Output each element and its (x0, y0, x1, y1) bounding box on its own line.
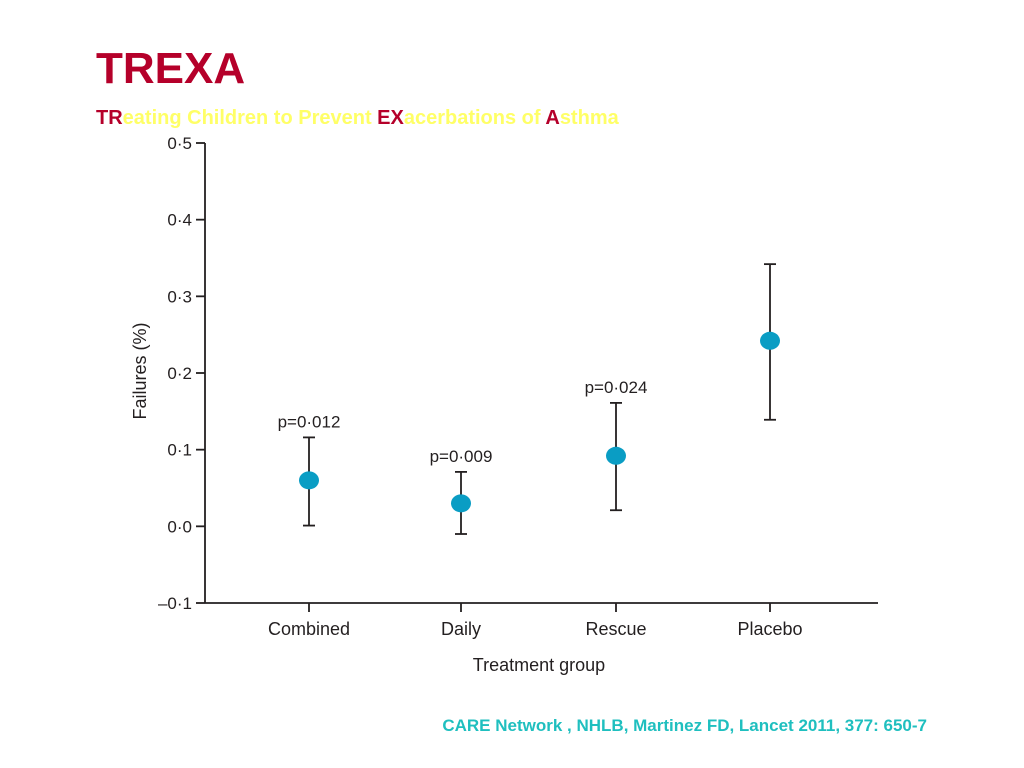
subtitle-text: sthma (559, 107, 619, 129)
y-tick-label: 0·5 (167, 134, 192, 153)
subtitle-text: acerbations of (403, 107, 546, 129)
y-tick-label: 0·0 (167, 517, 192, 536)
slide-title: TREXA (96, 44, 246, 93)
x-tick-label: Placebo (737, 619, 802, 639)
subtitle-initials: TR (96, 107, 123, 129)
y-tick-label: –0·1 (158, 594, 192, 613)
x-tick-label: Rescue (585, 619, 646, 639)
x-axis-label: Treatment group (473, 655, 605, 675)
p-value-label: p=0·009 (430, 447, 493, 466)
subtitle-initials: EX (377, 107, 404, 129)
data-point (760, 331, 780, 350)
y-tick-label: 0·1 (167, 441, 192, 460)
y-tick-label: 0·2 (167, 364, 192, 383)
p-value-label: p=0·012 (278, 412, 341, 431)
subtitle-initials: A (545, 107, 560, 129)
data-point (299, 471, 319, 490)
y-tick-label: 0·4 (167, 211, 192, 230)
y-tick-label: 0·3 (167, 287, 192, 306)
y-axis-label: Failures (%) (130, 322, 150, 419)
x-tick-label: Daily (441, 619, 481, 639)
citation: CARE Network , NHLB, Martinez FD, Lancet… (442, 716, 927, 735)
p-value-label: p=0·024 (585, 378, 648, 397)
subtitle-text: eating Children to Prevent (122, 107, 378, 129)
slide-subtitle: TReating Children to Prevent EXacerbatio… (96, 104, 619, 132)
data-point (606, 446, 626, 465)
x-tick-label: Combined (268, 619, 350, 639)
data-point (451, 494, 471, 513)
